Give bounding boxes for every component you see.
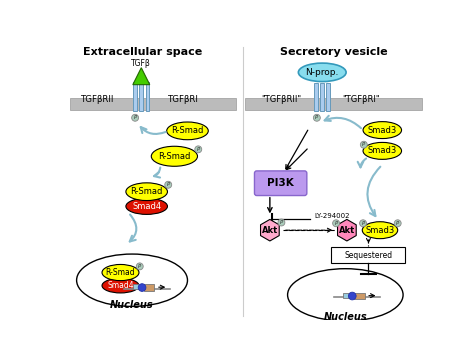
- Text: P: P: [138, 264, 141, 269]
- Circle shape: [360, 220, 366, 227]
- Circle shape: [132, 114, 138, 121]
- Text: Smad3: Smad3: [368, 126, 397, 135]
- Text: Sequestered: Sequestered: [345, 251, 392, 260]
- Text: Extracellular space: Extracellular space: [83, 47, 202, 57]
- Circle shape: [313, 114, 320, 121]
- Ellipse shape: [167, 122, 208, 140]
- Text: P: P: [362, 142, 365, 147]
- Circle shape: [138, 284, 146, 292]
- Text: P: P: [335, 221, 337, 226]
- Text: P: P: [315, 115, 319, 120]
- Text: Nucleus: Nucleus: [324, 312, 367, 322]
- Ellipse shape: [298, 63, 346, 81]
- Bar: [70, 98, 236, 110]
- Text: P: P: [362, 221, 365, 226]
- Text: R-Smad: R-Smad: [158, 152, 191, 161]
- Text: Secretory vesicle: Secretory vesicle: [280, 47, 388, 57]
- Text: P: P: [280, 220, 283, 225]
- Bar: [144, 284, 155, 291]
- Ellipse shape: [126, 183, 167, 201]
- Text: TGFβRI: TGFβRI: [168, 95, 199, 104]
- Ellipse shape: [288, 269, 403, 321]
- Text: TGFβ: TGFβ: [131, 59, 151, 68]
- Text: R-Smad: R-Smad: [130, 187, 163, 196]
- FancyBboxPatch shape: [331, 247, 405, 263]
- Text: P: P: [197, 147, 200, 152]
- Bar: [320, 83, 324, 111]
- Circle shape: [165, 181, 172, 188]
- Ellipse shape: [77, 254, 188, 307]
- Text: N-prop.: N-prop.: [306, 68, 339, 77]
- Ellipse shape: [102, 265, 139, 281]
- Bar: [343, 293, 351, 298]
- Circle shape: [137, 263, 143, 270]
- Text: P: P: [396, 221, 399, 226]
- Ellipse shape: [126, 198, 167, 214]
- Text: LY-294002: LY-294002: [315, 213, 350, 219]
- Text: "TGFβRI": "TGFβRI": [342, 95, 380, 104]
- Bar: [139, 81, 143, 111]
- Ellipse shape: [151, 146, 198, 166]
- Text: P: P: [134, 115, 137, 120]
- Bar: [314, 83, 318, 111]
- Text: Nucleus: Nucleus: [110, 300, 154, 310]
- Circle shape: [195, 146, 202, 153]
- Text: "TGFβRII": "TGFβRII": [261, 95, 301, 104]
- Bar: [133, 284, 140, 289]
- Text: Smad3: Smad3: [365, 226, 395, 235]
- Ellipse shape: [362, 222, 398, 239]
- Bar: [133, 81, 137, 111]
- Polygon shape: [133, 68, 150, 85]
- Text: P: P: [167, 182, 170, 187]
- Bar: [327, 83, 330, 111]
- Text: Akt: Akt: [262, 226, 278, 235]
- Bar: [354, 293, 365, 299]
- Text: TGFβRII: TGFβRII: [81, 95, 114, 104]
- Circle shape: [333, 220, 339, 227]
- Circle shape: [348, 292, 356, 300]
- Ellipse shape: [363, 122, 401, 139]
- Circle shape: [278, 219, 285, 226]
- Text: Smad4: Smad4: [107, 281, 134, 290]
- Bar: [245, 98, 422, 110]
- Text: Smad3: Smad3: [368, 146, 397, 155]
- Text: Smad4: Smad4: [132, 202, 161, 211]
- Ellipse shape: [363, 143, 401, 159]
- Text: PI3K: PI3K: [267, 178, 294, 188]
- Text: R-Smad: R-Smad: [106, 268, 135, 277]
- Text: Akt: Akt: [339, 226, 355, 235]
- Polygon shape: [261, 219, 279, 241]
- Circle shape: [394, 220, 401, 227]
- Polygon shape: [337, 219, 356, 241]
- Circle shape: [360, 141, 367, 148]
- Bar: [146, 81, 149, 111]
- FancyBboxPatch shape: [255, 171, 307, 196]
- Text: R-Smad: R-Smad: [171, 126, 204, 135]
- Ellipse shape: [102, 278, 139, 293]
